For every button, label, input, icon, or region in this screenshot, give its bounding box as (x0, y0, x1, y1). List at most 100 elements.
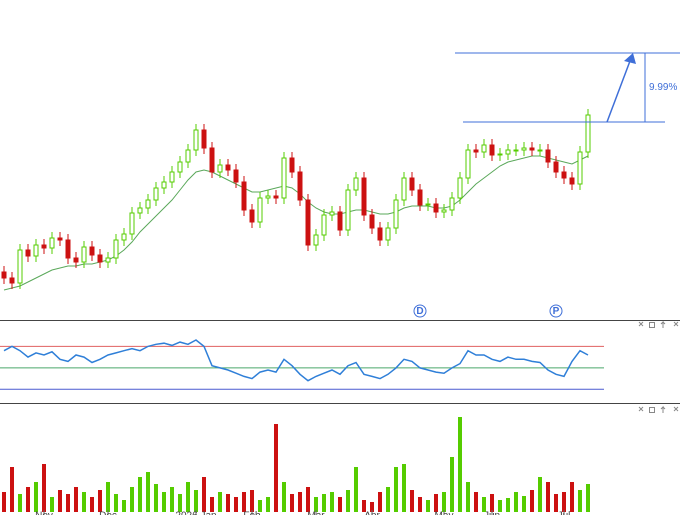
volume-bar (530, 490, 534, 512)
candle-body (89, 246, 95, 256)
candle-body (585, 114, 591, 153)
volume-bar (274, 424, 278, 512)
volume-bar (586, 484, 590, 512)
volume-bar (394, 467, 398, 512)
volume-bar (34, 482, 38, 512)
candle-body (241, 181, 247, 211)
volume-bar (466, 482, 470, 512)
x-tick-label: Dec (99, 511, 117, 515)
volume-bar (506, 498, 510, 512)
volume-bar (42, 464, 46, 512)
arrow-head (624, 53, 636, 64)
volume-bar (442, 492, 446, 512)
volume-bar (106, 482, 110, 512)
candle-body (321, 214, 327, 236)
volume-bar (194, 490, 198, 512)
volume-bar (546, 482, 550, 512)
volume-bar (522, 496, 526, 512)
volume-bar (554, 494, 558, 512)
volume-bar (338, 497, 342, 512)
x-tick-label: May (435, 511, 454, 515)
candle-body (57, 237, 63, 241)
candle-body (337, 211, 343, 231)
candle-body (177, 161, 183, 173)
volume-bar (330, 492, 334, 512)
candle-body (569, 177, 575, 185)
candle-body (489, 144, 495, 156)
volume-bar (570, 482, 574, 512)
candle-body (481, 144, 487, 153)
candle-body (137, 207, 143, 214)
volume-bar (266, 497, 270, 512)
x-tick-label: 2026 Jan (175, 511, 216, 515)
candle-body (409, 177, 415, 191)
volume-bar (186, 482, 190, 512)
candle-body (457, 177, 463, 199)
candle-body (145, 199, 151, 209)
event-label: P (553, 306, 560, 317)
candle-body (513, 149, 519, 152)
volume-bar (66, 494, 70, 512)
panel-controls[interactable] (638, 320, 679, 413)
candle-body (81, 246, 87, 263)
candle-body (313, 234, 319, 246)
candle-body (553, 161, 559, 173)
x-tick-label: Apr (364, 511, 380, 515)
candle-body (153, 187, 159, 201)
x-tick-label: Mar (307, 511, 325, 515)
volume-bar (178, 494, 182, 512)
candle-body (217, 164, 223, 173)
candle-body (425, 203, 431, 206)
candle-body (465, 149, 471, 179)
candle-body (289, 157, 295, 173)
candle-body (281, 157, 287, 199)
volume-bar (130, 487, 134, 512)
volume-bar (370, 502, 374, 512)
candle-body (129, 212, 135, 235)
candle-body (209, 147, 215, 173)
volume-bar (18, 494, 22, 512)
volume-bar (282, 482, 286, 512)
candle-body (169, 171, 175, 183)
volume-bar (410, 490, 414, 512)
volume-bar (538, 477, 542, 512)
candle-body (73, 257, 79, 263)
candle-body (577, 151, 583, 185)
candle-body (521, 147, 527, 151)
candle-body (25, 249, 31, 257)
candle-body (297, 171, 303, 201)
x-tick-label: Feb (243, 511, 261, 515)
event-marker (549, 304, 563, 318)
candle-body (369, 214, 375, 229)
volume-bar (362, 500, 366, 512)
volume-bar (162, 492, 166, 512)
volume-bar (202, 477, 206, 512)
volume-bar (298, 492, 302, 512)
volume-bar (418, 497, 422, 512)
volume-bar (386, 487, 390, 512)
candle-body (393, 199, 399, 229)
volume-bar (250, 490, 254, 512)
volume-bar (10, 467, 14, 512)
candle-body (473, 149, 479, 153)
volume-bar (514, 492, 518, 512)
volume-bar (322, 494, 326, 512)
volume-bar (426, 500, 430, 512)
event-label: D (416, 306, 423, 317)
candle-body (49, 237, 55, 249)
percent-label: 9.99% (649, 82, 677, 93)
volume-bar (26, 487, 30, 512)
volume-bar (482, 497, 486, 512)
volume-bar (2, 492, 6, 512)
volume-bar (434, 494, 438, 512)
volume-bar (458, 417, 462, 512)
x-tick-label: Jun (484, 511, 500, 515)
candle-body (441, 209, 447, 213)
volume-bar (138, 477, 142, 512)
x-tick-label: Nov (35, 511, 53, 515)
volume-bar (562, 492, 566, 512)
candle-body (33, 244, 39, 257)
volume-bar (450, 457, 454, 512)
